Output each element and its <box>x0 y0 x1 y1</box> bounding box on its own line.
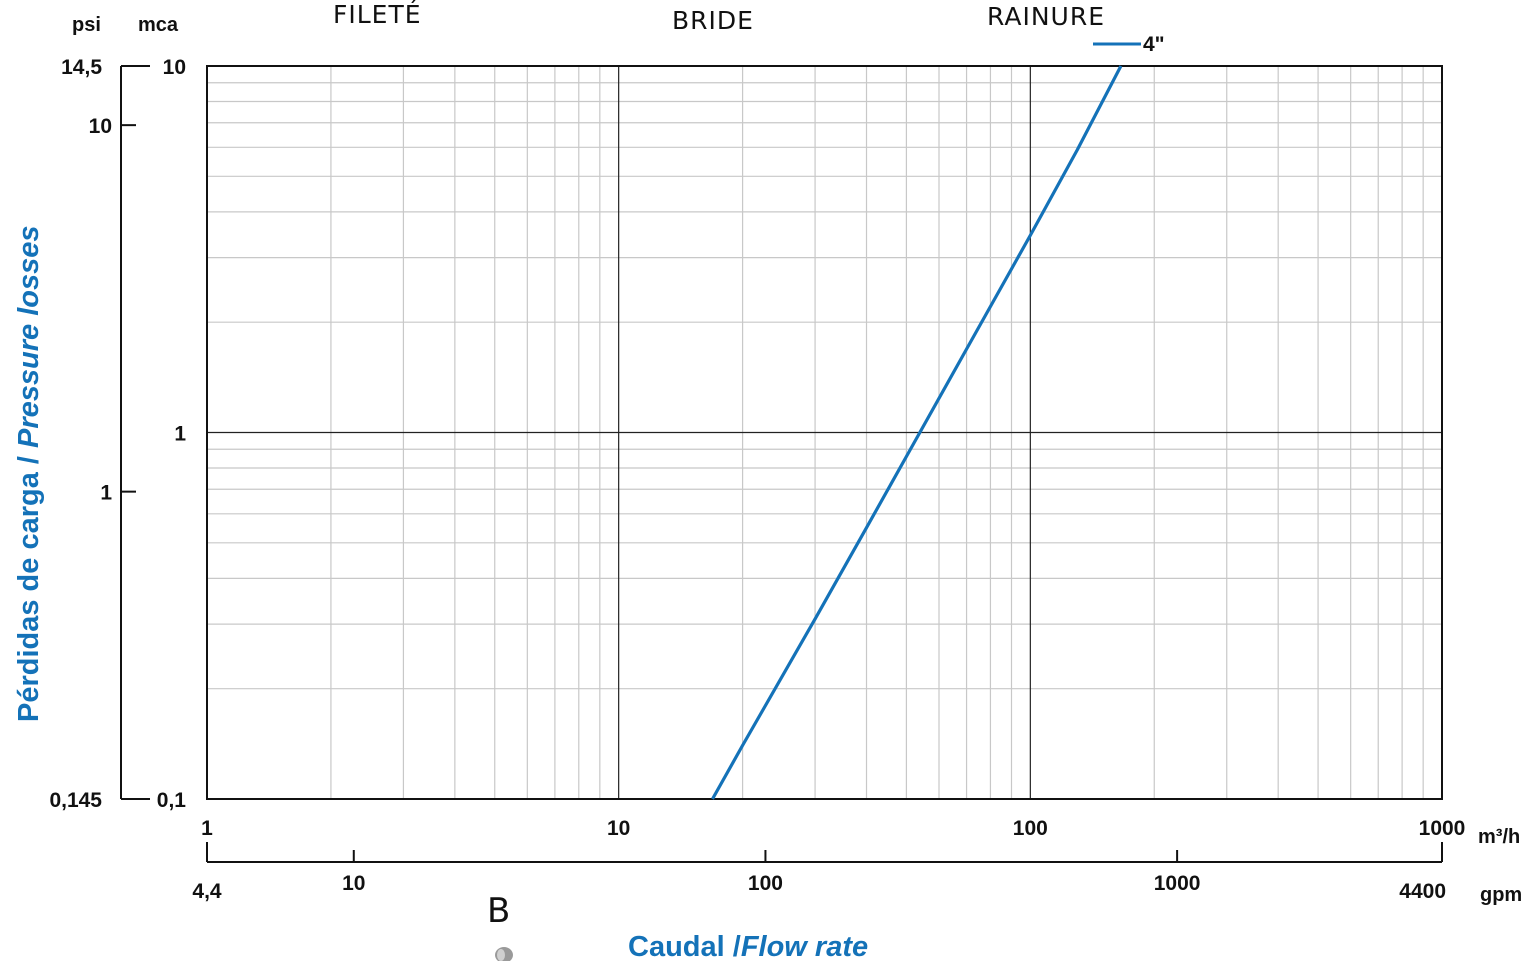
series-layer <box>711 65 1123 800</box>
x-tick-label-primary: 100 <box>1013 817 1048 840</box>
y-axis-title-plain: Pérdidas de carga / <box>13 448 45 722</box>
y-tick-label-secondary: 10 <box>89 115 112 138</box>
legend-label: 4" <box>1143 33 1165 56</box>
x-tick-label-secondary: 10 <box>342 872 365 895</box>
y-unit-secondary: psi <box>72 14 101 36</box>
x-tick-label-secondary: 4,4 <box>192 880 222 903</box>
y-tick-label-secondary: 14,5 <box>61 56 102 79</box>
series-line-4in <box>711 65 1123 800</box>
x-axis-title: Caudal /Flow rate <box>628 931 868 961</box>
grid <box>207 66 1442 799</box>
y-axis-title: Pérdidas de carga / Pressure losses <box>13 226 45 723</box>
x-tick-label-primary: 1 <box>201 817 213 840</box>
x-axis-title-plain: Caudal / <box>628 931 741 961</box>
y-tick-label-primary: 1 <box>174 423 186 446</box>
y-axis-title-italic: Pressure losses <box>13 226 45 448</box>
header-flange: BRIDE <box>672 6 754 35</box>
header-groove: RAINURE <box>987 2 1105 31</box>
legend: 4" <box>1093 33 1165 56</box>
x-tick-label-secondary: 100 <box>748 872 783 895</box>
axes-layer: 1 10 100 1000 4,4 10 100 1000 4400 0,1 1 10 0,145 1 10… <box>49 56 1465 903</box>
decorative-icon <box>495 947 513 963</box>
y-tick-label-secondary: 0,145 <box>49 789 102 812</box>
y-tick-label-secondary: 1 <box>100 482 112 505</box>
x-tick-label-primary: 10 <box>607 817 630 840</box>
x-axis-title-italic: Flow rate <box>741 931 868 961</box>
x-unit-secondary: gpm <box>1480 884 1522 906</box>
y-tick-label-primary: 10 <box>163 56 186 79</box>
header-threaded: FILETÉ <box>333 0 422 29</box>
x-tick-label-secondary: 1000 <box>1154 872 1201 895</box>
plot-frame <box>206 65 1443 800</box>
y-unit-primary: mca <box>138 14 179 36</box>
x-tick-label-primary: 1000 <box>1419 817 1466 840</box>
marker-b-label: B <box>487 891 510 931</box>
y-tick-label-primary: 0,1 <box>157 789 187 812</box>
x-tick-label-secondary: 4400 <box>1399 880 1446 903</box>
x-unit-primary: m³/h <box>1478 826 1520 848</box>
